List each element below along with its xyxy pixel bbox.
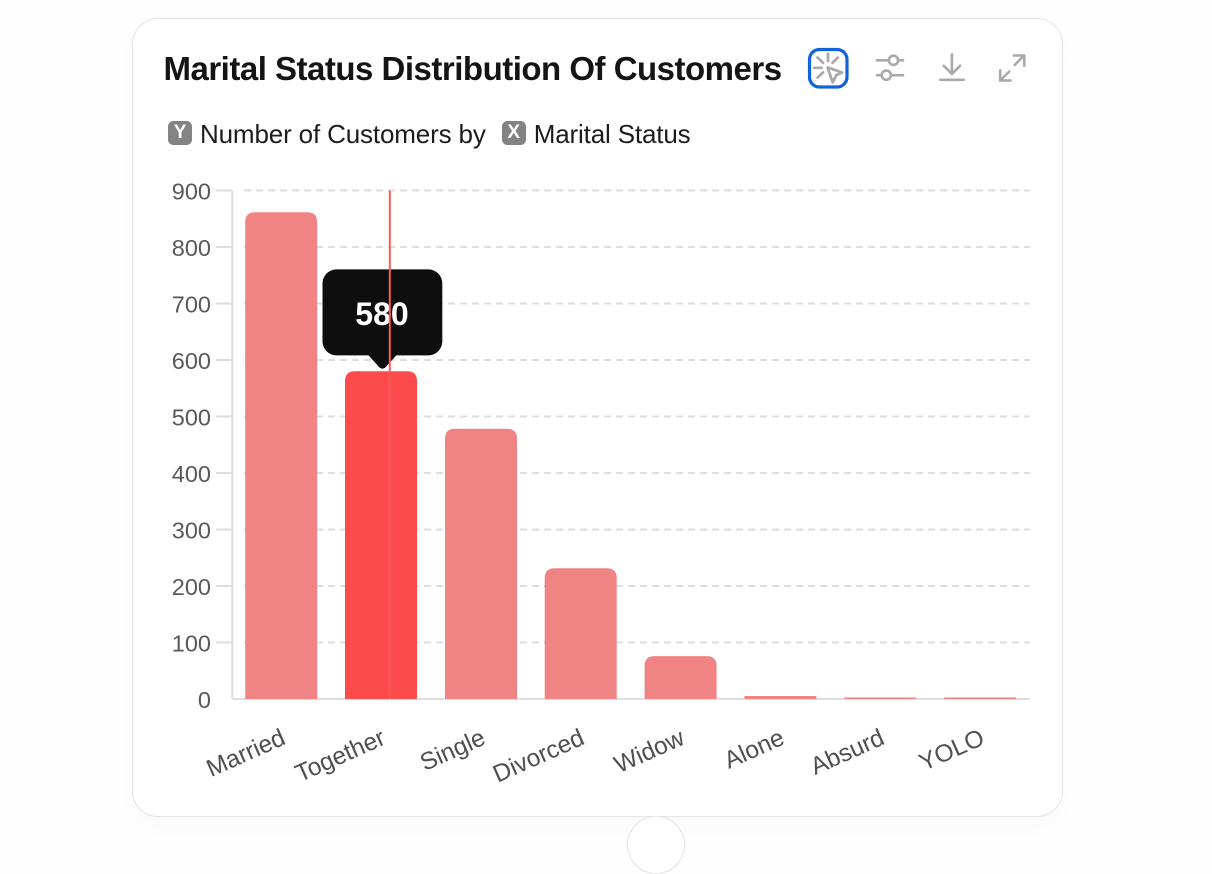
svg-text:100: 100 bbox=[172, 631, 211, 657]
svg-text:600: 600 bbox=[172, 348, 211, 374]
svg-text:200: 200 bbox=[172, 574, 211, 600]
svg-text:Divorced: Divorced bbox=[489, 724, 588, 788]
svg-text:Alone: Alone bbox=[720, 724, 788, 774]
svg-text:Absurd: Absurd bbox=[807, 724, 889, 780]
svg-text:580: 580 bbox=[355, 296, 408, 332]
svg-text:400: 400 bbox=[172, 461, 211, 487]
svg-text:300: 300 bbox=[172, 518, 211, 544]
svg-text:Single: Single bbox=[416, 724, 489, 776]
svg-text:0: 0 bbox=[198, 687, 211, 713]
svg-text:800: 800 bbox=[172, 235, 211, 261]
svg-text:900: 900 bbox=[172, 179, 211, 205]
svg-text:500: 500 bbox=[172, 405, 211, 431]
svg-text:700: 700 bbox=[172, 292, 211, 318]
svg-text:Together: Together bbox=[291, 724, 389, 787]
svg-text:Widow: Widow bbox=[610, 724, 688, 779]
svg-text:Married: Married bbox=[203, 724, 290, 782]
svg-text:YOLO: YOLO bbox=[915, 724, 988, 776]
